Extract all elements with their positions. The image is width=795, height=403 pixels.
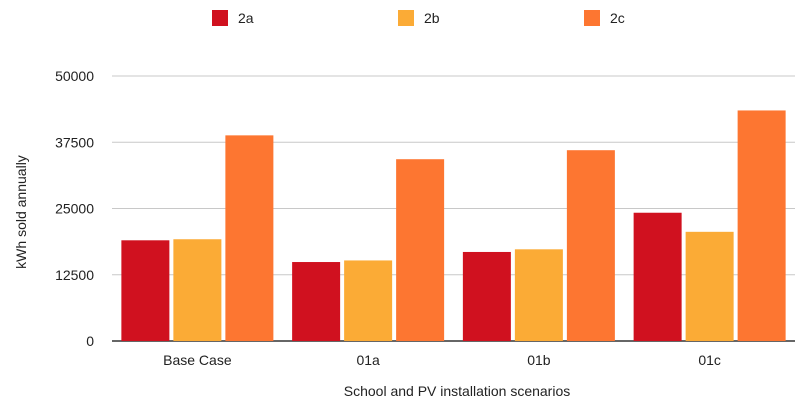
legend-label-2a: 2a (238, 10, 254, 26)
y-tick-label: 12500 (55, 267, 94, 283)
legend-swatch-2b (398, 10, 414, 26)
x-tick-label: Base Case (163, 352, 232, 368)
x-axis-title: School and PV installation scenarios (344, 383, 570, 399)
x-tick-label: 01b (527, 352, 551, 368)
y-tick-label: 50000 (55, 68, 94, 84)
bars (121, 110, 786, 341)
x-tick-label: 01a (356, 352, 380, 368)
legend-swatch-2c (584, 10, 600, 26)
bar-2c-01a (396, 159, 445, 341)
bar-2c-01c (737, 110, 786, 341)
bar-2c-base-case (225, 135, 274, 341)
x-tick-label: 01c (698, 352, 721, 368)
y-tick-label: 0 (86, 333, 94, 349)
legend-label-2c: 2c (610, 10, 625, 26)
y-axis-title: kWh sold annually (13, 155, 29, 269)
bar-2a-base-case (121, 240, 170, 341)
legend: 2a 2b 2c (212, 10, 625, 26)
bar-2a-01c (633, 212, 682, 341)
legend-swatch-2a (212, 10, 228, 26)
y-tick-label: 25000 (55, 201, 94, 217)
bar-2a-01b (462, 251, 511, 341)
bar-2a-01a (292, 262, 341, 341)
y-axis-tick-labels: 0 12500 25000 37500 50000 (55, 68, 94, 349)
bar-2b-01a (344, 260, 393, 341)
legend-label-2b: 2b (424, 10, 440, 26)
y-tick-label: 37500 (55, 134, 94, 150)
bar-2b-01c (685, 231, 734, 341)
bar-2b-base-case (173, 239, 222, 341)
bar-2c-01b (566, 150, 615, 341)
bar-2b-01b (514, 249, 563, 341)
x-axis-tick-labels: Base Case 01a 01b 01c (163, 352, 721, 368)
